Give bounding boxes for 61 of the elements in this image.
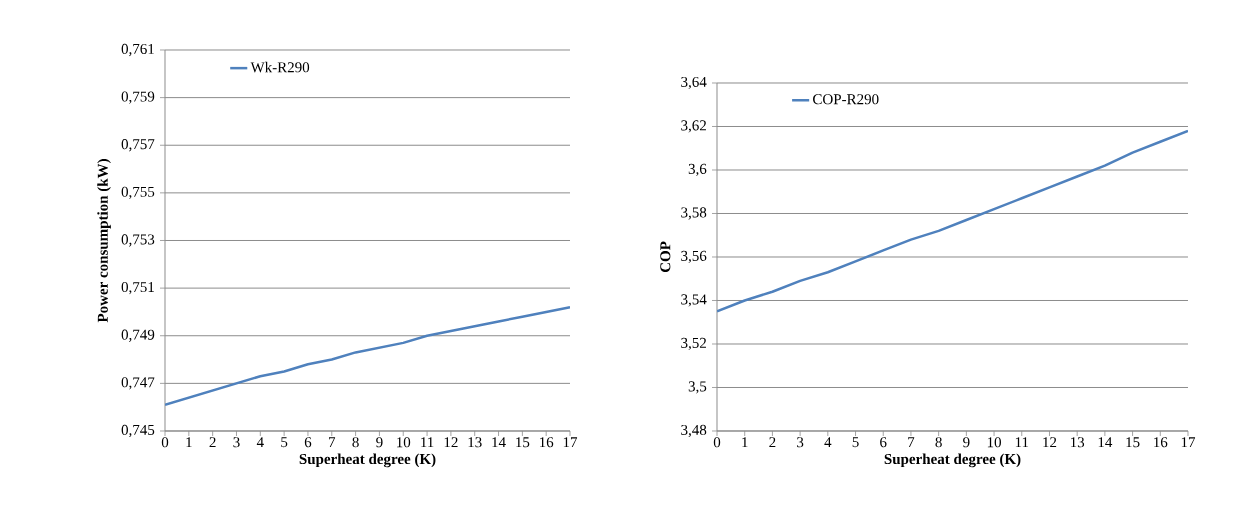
x-tick-label: 5 <box>281 437 288 448</box>
x-tick-label: 6 <box>304 437 312 448</box>
x-tick-label: 15 <box>516 437 530 448</box>
y-tick-label: 0,755 <box>121 186 155 199</box>
x-tick-label: 10 <box>987 437 1001 448</box>
y-tick-label: 0,757 <box>121 139 155 152</box>
x-tick-label: 8 <box>352 437 359 448</box>
y-tick-label: 3,54 <box>681 294 707 307</box>
x-tick-label: 15 <box>1126 437 1140 448</box>
x-tick-label: 11 <box>421 437 434 448</box>
x-tick-label: 14 <box>1098 437 1113 448</box>
x-tick-label: 12 <box>1043 437 1057 448</box>
x-tick-label: 3 <box>233 437 240 448</box>
x-tick-label: 7 <box>908 437 915 448</box>
x-tick-label: 2 <box>209 437 216 448</box>
y-tick-label: 0,753 <box>121 234 155 247</box>
x-tick-label: 3 <box>797 437 804 448</box>
legend-label: COP-R290 <box>813 94 879 105</box>
x-tick-label: 1 <box>186 437 192 448</box>
line-series <box>717 129 1188 313</box>
x-tick-label: 0 <box>713 437 721 448</box>
y-tick-label: 0,747 <box>121 377 155 390</box>
y-tick-label: 3,56 <box>681 250 707 264</box>
x-tick-label: 13 <box>468 437 482 448</box>
x-tick-label: 17 <box>1181 437 1196 448</box>
x-tick-label: 13 <box>1070 437 1085 448</box>
y-tick-label: 0,745 <box>121 424 155 438</box>
x-tick-label: 10 <box>397 437 411 448</box>
x-tick-label: 17 <box>563 437 578 448</box>
x-tick-label: 9 <box>963 437 970 448</box>
x-tick-label: 2 <box>769 437 776 448</box>
x-tick-label: 16 <box>540 437 554 448</box>
y-tick-label: 0,759 <box>121 91 155 104</box>
x-tick-label: 6 <box>880 437 887 448</box>
legend-label: Wk-R290 <box>250 61 310 73</box>
x-tick-label: 11 <box>1015 437 1029 448</box>
y-tick-label: 3,5 <box>688 381 707 394</box>
x-tick-label: 7 <box>329 437 336 448</box>
x-tick-label: 0 <box>161 437 169 448</box>
x-axis-title: Superheat degree (K) <box>884 453 1021 468</box>
x-tick-label: 9 <box>376 437 383 448</box>
y-tick-label: 0,751 <box>121 281 154 295</box>
x-tick-label: 16 <box>1154 437 1168 448</box>
x-tick-label: 5 <box>852 437 859 448</box>
x-tick-label: 4 <box>256 437 264 448</box>
x-axis-title: Superheat degree (K) <box>299 453 436 468</box>
y-tick-label: 3,48 <box>681 424 707 438</box>
y-tick-label: 3,58 <box>681 207 707 220</box>
y-tick-label: 3,52 <box>681 337 706 351</box>
x-tick-label: 12 <box>444 437 458 448</box>
x-tick-label: 8 <box>935 437 942 448</box>
y-tick-label: 0,749 <box>121 329 155 342</box>
y-axis-title: COP <box>660 241 671 273</box>
x-tick-label: 14 <box>492 437 506 448</box>
y-tick-label: 3,62 <box>681 120 706 133</box>
x-tick-label: 1 <box>742 437 748 448</box>
x-tick-label: 4 <box>824 437 832 448</box>
y-tick-label: 3,64 <box>681 76 707 90</box>
y-tick-label: 0,761 <box>121 43 154 57</box>
y-axis-title: Power consumption (kW) <box>97 159 111 323</box>
y-tick-label: 3,6 <box>688 163 707 177</box>
